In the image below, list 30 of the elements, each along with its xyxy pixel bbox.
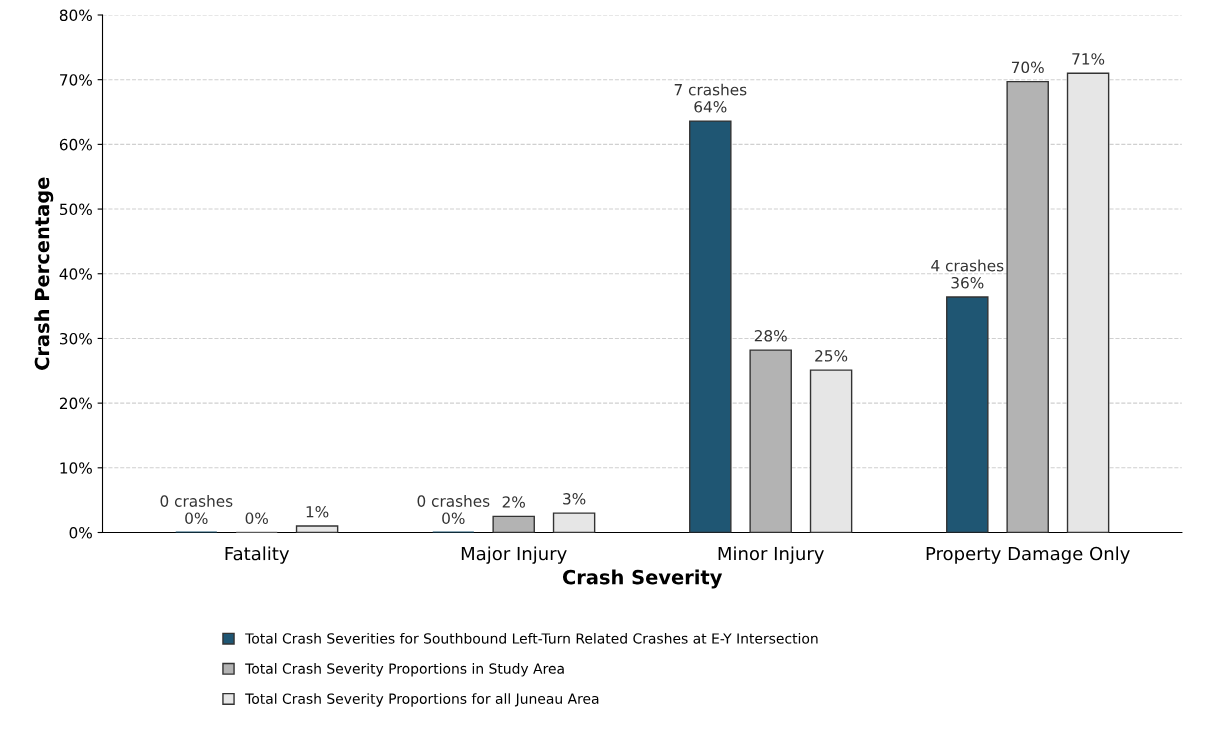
- data-label: 0 crashes 0%: [160, 495, 233, 524]
- data-label: 4 crashes 36%: [931, 259, 1004, 289]
- y-tick-label: 80%: [59, 9, 92, 22]
- data-label: 3%: [563, 493, 586, 505]
- data-label: 70%: [1011, 61, 1044, 74]
- y-tick-label: 60%: [59, 138, 92, 151]
- y-tick-label: 50%: [60, 203, 92, 216]
- y-tick-label: 0%: [69, 526, 92, 539]
- x-tick-label: Property Damage Only: [926, 546, 1130, 564]
- data-label: 1%: [306, 505, 329, 518]
- data-label: 25%: [815, 350, 848, 362]
- x-axis-title: Crash Severity: [562, 569, 723, 589]
- y-tick-label: 30%: [60, 332, 92, 345]
- legend-label: Total Crash Severity Proportions for all Juneau Area: [245, 693, 599, 707]
- data-label: 2%: [502, 496, 525, 508]
- data-label: 71%: [1072, 53, 1105, 65]
- y-tick-label: 40%: [59, 268, 92, 280]
- legend-label: Total Crash Severity Proportions in Study Area: [245, 663, 564, 677]
- data-label: 28%: [754, 330, 787, 342]
- y-axis-title: Crash Percentage: [34, 177, 54, 370]
- x-tick-label: Fatality: [225, 546, 290, 564]
- data-label: 0 crashes 0%: [417, 495, 490, 524]
- y-tick-label: 20%: [59, 397, 92, 410]
- legend-label: Total Crash Severities for Southbound Left-Turn Related Crashes at E-Y Intersection: [245, 632, 818, 644]
- x-tick-label: Major Injury: [461, 546, 567, 564]
- data-label: 7 crashes 64%: [674, 83, 747, 113]
- data-label: 0%: [245, 512, 268, 524]
- x-tick-label: Minor Injury: [718, 546, 824, 564]
- y-tick-label: 70%: [60, 74, 92, 86]
- y-tick-label: 10%: [60, 462, 92, 474]
